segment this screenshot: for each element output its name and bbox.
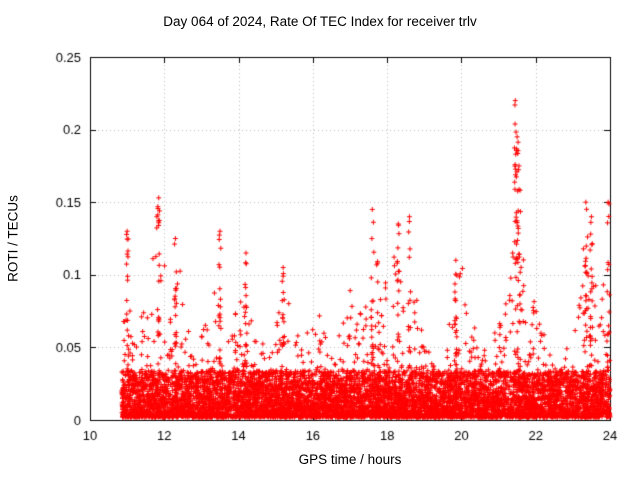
chart-title: Day 064 of 2024, Rate Of TEC Index for r… <box>163 14 477 29</box>
y-axis-label: ROTI / TECUs <box>5 195 21 282</box>
x-axis-label: GPS time / hours <box>298 452 402 467</box>
